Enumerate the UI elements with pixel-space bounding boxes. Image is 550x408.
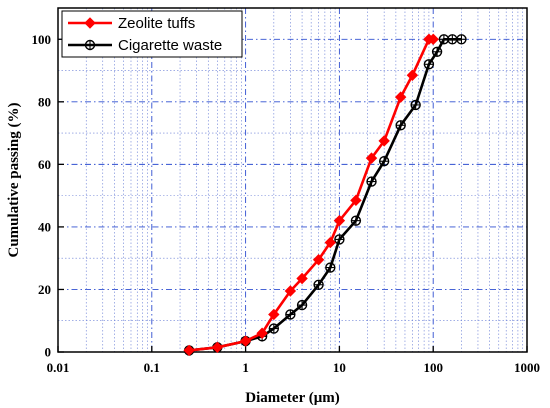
data-point-zeolite-tuffs [406, 69, 419, 81]
data-point-zeolite-tuffs [394, 91, 407, 103]
x-axis-title: Diameter (μm) [245, 390, 339, 406]
legend: Zeolite tuffs Cigarette waste [61, 10, 243, 58]
data-point-zeolite-tuffs [256, 327, 268, 339]
legend-label-zeolite-tuffs: Zeolite tuffs [118, 15, 195, 32]
data-point-cigarette-waste [313, 279, 324, 290]
data-point-zeolite-tuffs [239, 335, 252, 347]
series-zeolite-tuffs [183, 33, 439, 357]
data-point-zeolite-tuffs [365, 152, 378, 164]
plot-frame [57, 7, 528, 353]
data-point-cigarette-waste [350, 215, 362, 226]
y-tick-label: 20 [38, 282, 51, 297]
x-tick-label: 100 [423, 360, 443, 375]
x-tick-label: 10 [333, 360, 346, 375]
data-point-zeolite-tuffs [183, 344, 195, 357]
data-point-cigarette-waste [423, 59, 435, 70]
data-point-cigarette-waste [438, 34, 450, 45]
data-point-cigarette-waste [296, 299, 308, 311]
data-point-cigarette-waste [431, 46, 443, 57]
y-tick-label: 80 [38, 94, 51, 109]
series-layer [183, 33, 467, 357]
data-point-cigarette-waste [378, 156, 390, 167]
y-tick-label: 0 [45, 345, 52, 360]
data-point-cigarette-waste [366, 176, 377, 187]
legend-marker-cigarette-waste [84, 39, 96, 51]
x-tick-label: 0.1 [144, 360, 160, 375]
data-point-zeolite-tuffs [350, 194, 362, 207]
data-point-cigarette-waste [334, 234, 345, 245]
data-point-zeolite-tuffs [427, 33, 439, 45]
y-axis-title: Cumulative passing (%) [6, 102, 22, 257]
x-tick-label: 1000 [514, 360, 540, 375]
y-tick-label: 100 [32, 32, 52, 47]
data-point-zeolite-tuffs [296, 272, 308, 285]
data-point-zeolite-tuffs [268, 308, 280, 321]
data-point-zeolite-tuffs [333, 214, 346, 227]
data-point-zeolite-tuffs [378, 135, 390, 147]
data-point-cigarette-waste [447, 34, 458, 45]
data-point-zeolite-tuffs [324, 236, 337, 249]
data-point-zeolite-tuffs [312, 254, 325, 266]
x-tick-label: 1 [242, 360, 249, 375]
y-tick-label: 40 [38, 219, 51, 234]
series-line-cigarette-waste [188, 37, 462, 352]
data-point-zeolite-tuffs [284, 285, 297, 297]
data-point-zeolite-tuffs [211, 341, 224, 354]
grid [58, 8, 527, 352]
series-cigarette-waste [183, 34, 467, 356]
data-point-cigarette-waste [395, 120, 406, 131]
data-point-cigarette-waste [456, 34, 467, 45]
data-point-cigarette-waste [410, 99, 421, 111]
x-tick-labels: 0.01 0.1 1 10 100 1000 [47, 360, 540, 375]
legend-marker-zeolite-tuffs [84, 17, 96, 29]
data-point-cigarette-waste [268, 323, 280, 334]
data-point-cigarette-waste [285, 309, 296, 320]
legend-label-cigarette-waste: Cigarette waste [118, 37, 222, 54]
y-tick-labels: 0 20 40 60 80 100 [32, 32, 52, 360]
y-tick-label: 60 [38, 157, 51, 172]
data-point-cigarette-waste [325, 262, 336, 273]
x-tick-label: 0.01 [47, 360, 70, 375]
legend-items: Zeolite tuffs Cigarette waste [68, 15, 222, 54]
